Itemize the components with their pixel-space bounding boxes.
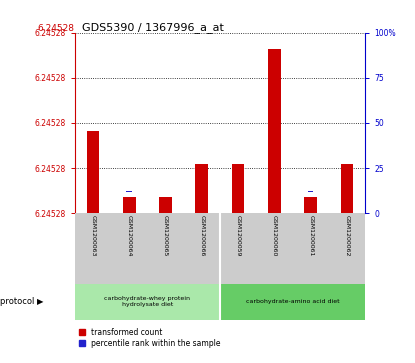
- Text: GSM1200066: GSM1200066: [199, 215, 204, 257]
- Text: GDS5390 / 1367996_a_at: GDS5390 / 1367996_a_at: [75, 22, 224, 33]
- Bar: [304, 197, 317, 213]
- Text: GSM1200063: GSM1200063: [90, 215, 95, 257]
- Text: GSM1200062: GSM1200062: [344, 215, 349, 257]
- Bar: [268, 49, 281, 213]
- Text: GSM1200061: GSM1200061: [308, 215, 313, 257]
- Bar: [341, 164, 354, 213]
- Bar: [232, 164, 244, 213]
- Bar: [195, 164, 208, 213]
- Bar: [220, 284, 365, 319]
- Text: 6.24528: 6.24528: [38, 24, 75, 33]
- Text: protocol ▶: protocol ▶: [0, 297, 44, 306]
- Text: GSM1200059: GSM1200059: [236, 215, 241, 257]
- Bar: [123, 197, 136, 213]
- Bar: [75, 284, 220, 319]
- Text: GSM1200065: GSM1200065: [163, 215, 168, 257]
- Text: carbohydrate-amino acid diet: carbohydrate-amino acid diet: [246, 299, 339, 304]
- Bar: [86, 131, 99, 213]
- Text: GSM1200064: GSM1200064: [127, 215, 132, 257]
- Bar: [159, 197, 172, 213]
- Legend: transformed count, percentile rank within the sample: transformed count, percentile rank withi…: [78, 327, 220, 348]
- Text: GSM1200060: GSM1200060: [272, 215, 277, 257]
- Text: carbohydrate-whey protein
hydrolysate diet: carbohydrate-whey protein hydrolysate di…: [104, 296, 190, 307]
